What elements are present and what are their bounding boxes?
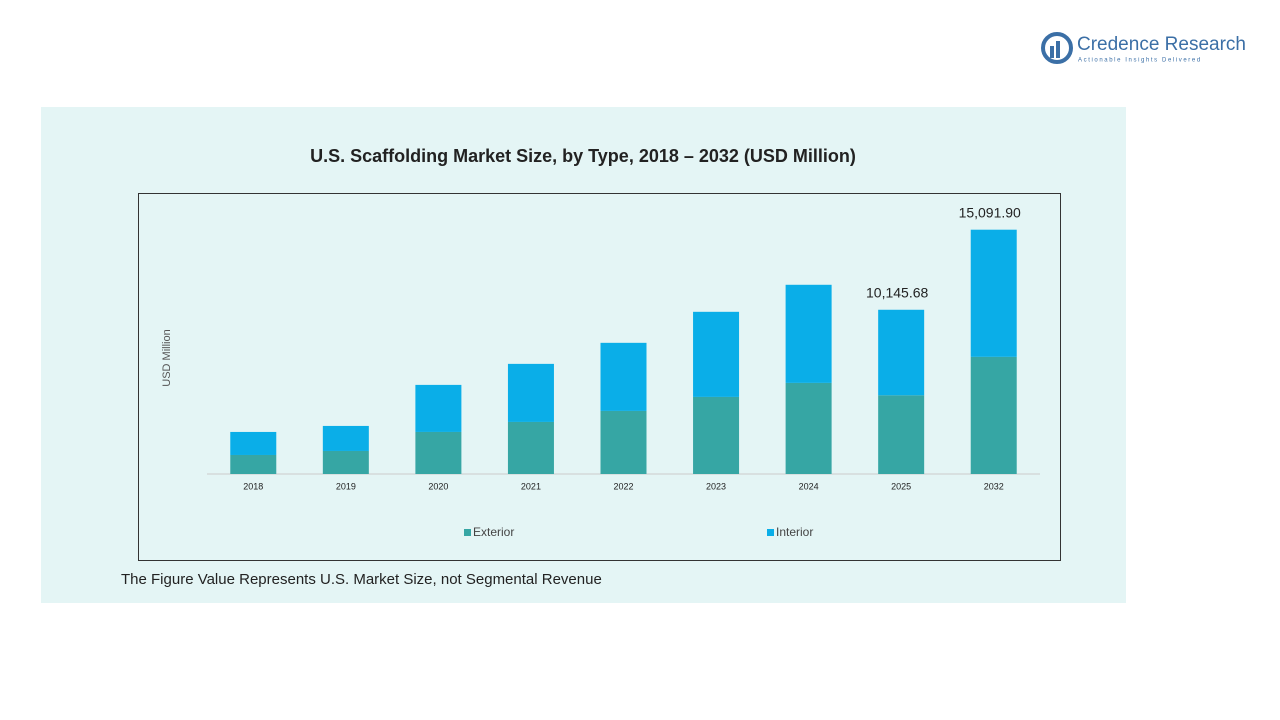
bar-segment bbox=[878, 309, 925, 396]
x-tick-label: 2021 bbox=[521, 481, 541, 491]
bar-segment bbox=[600, 410, 647, 474]
bar-segment bbox=[415, 431, 462, 474]
total-label: 15,091.90 bbox=[959, 204, 1021, 220]
logo-icon bbox=[1041, 32, 1073, 64]
chart-frame bbox=[138, 193, 1061, 561]
legend-swatch bbox=[767, 529, 774, 536]
y-axis-label: USD Million bbox=[161, 329, 173, 386]
x-tick-label: 2023 bbox=[706, 481, 726, 491]
x-tick-label: 2025 bbox=[891, 481, 911, 491]
x-tick-label: 2019 bbox=[336, 481, 356, 491]
panel bbox=[41, 107, 1126, 603]
legend-label: Exterior bbox=[473, 525, 514, 539]
bar-segment bbox=[600, 342, 647, 411]
logo-name: Credence Research bbox=[1077, 34, 1246, 55]
legend-swatch bbox=[464, 529, 471, 536]
x-tick-label: 2022 bbox=[613, 481, 633, 491]
total-label: 10,145.68 bbox=[866, 284, 928, 300]
bar-segment bbox=[693, 396, 740, 474]
x-tick-label: 2020 bbox=[428, 481, 448, 491]
legend-label: Interior bbox=[776, 525, 813, 539]
bar-segment bbox=[970, 356, 1017, 474]
bar-segment bbox=[693, 311, 740, 397]
bar-segment bbox=[507, 363, 554, 422]
logo-tagline: Actionable Insights Delivered bbox=[1078, 58, 1202, 64]
logo-icon bbox=[1056, 41, 1060, 58]
bar-segment bbox=[415, 384, 462, 432]
x-tick-label: 2024 bbox=[799, 481, 819, 491]
bar-segment bbox=[230, 454, 277, 474]
bar-segment bbox=[507, 421, 554, 474]
footnote: The Figure Value Represents U.S. Market … bbox=[121, 571, 602, 588]
x-tick-label: 2032 bbox=[984, 481, 1004, 491]
bar-segment bbox=[322, 450, 369, 474]
bar-segment bbox=[230, 431, 277, 455]
bar-segment bbox=[878, 395, 925, 474]
x-tick-label: 2018 bbox=[243, 481, 263, 491]
bar-segment bbox=[785, 382, 832, 474]
bar-segment bbox=[322, 425, 369, 451]
bar-segment bbox=[970, 229, 1017, 357]
chart-title: U.S. Scaffolding Market Size, by Type, 2… bbox=[310, 146, 856, 166]
logo-icon bbox=[1050, 46, 1054, 58]
logo: Credence Research Actionable Insights De… bbox=[1041, 32, 1246, 64]
bar-segment bbox=[785, 284, 832, 383]
